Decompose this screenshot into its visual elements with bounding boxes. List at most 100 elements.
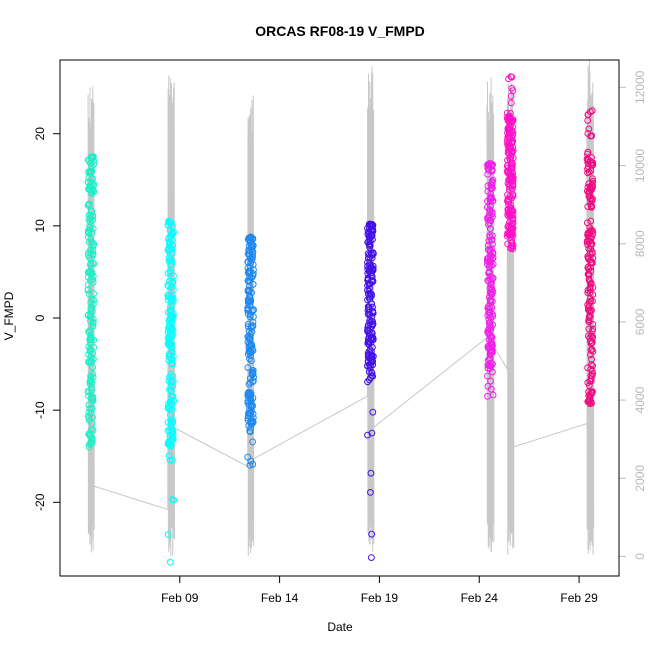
data-point <box>168 437 175 445</box>
data-point <box>587 245 595 253</box>
data-point <box>585 325 593 333</box>
data-point <box>508 239 516 247</box>
data-point <box>245 246 253 254</box>
x-tick-label: Feb 09 <box>161 591 199 605</box>
data-point <box>489 254 497 262</box>
data-point <box>245 343 253 351</box>
data-point <box>88 359 95 366</box>
data-point <box>164 296 172 304</box>
data-point <box>365 308 373 316</box>
data-point <box>488 275 496 282</box>
data-point <box>368 273 376 281</box>
data-point <box>248 255 256 263</box>
data-point <box>364 290 372 298</box>
data-point <box>486 365 494 373</box>
data-point <box>505 140 513 147</box>
data-point <box>169 279 176 287</box>
data-point <box>584 219 591 227</box>
data-point <box>166 246 174 253</box>
data-point <box>505 126 513 134</box>
data-point <box>86 218 94 226</box>
data-point <box>89 393 97 401</box>
secondary-tick-label: 0 <box>633 553 647 560</box>
data-point <box>505 75 512 83</box>
data-point <box>164 403 172 410</box>
data-point <box>247 298 255 305</box>
data-point <box>86 380 94 387</box>
data-point <box>589 159 597 167</box>
data-point <box>246 262 254 270</box>
data-point <box>365 233 373 240</box>
data-point <box>488 210 496 218</box>
data-point <box>489 312 497 320</box>
x-tick-label: Feb 24 <box>461 591 499 605</box>
data-point <box>505 196 513 204</box>
data-point <box>585 298 593 306</box>
data-point <box>486 354 494 362</box>
data-point <box>90 296 98 304</box>
data-point <box>368 348 375 356</box>
data-point <box>586 278 594 286</box>
data-point <box>164 328 172 336</box>
data-point <box>88 163 96 171</box>
data-point <box>484 329 492 336</box>
data-point <box>169 393 177 400</box>
data-point <box>484 204 491 211</box>
data-point <box>588 361 595 369</box>
data-point <box>484 254 492 262</box>
x-tick-label: Feb 19 <box>361 591 399 605</box>
data-point <box>484 170 492 178</box>
data-point <box>247 404 255 411</box>
data-point <box>487 297 495 305</box>
data-point <box>588 132 596 140</box>
x-tick-label: Feb 14 <box>261 591 299 605</box>
data-point <box>89 318 97 326</box>
data-point <box>589 227 596 235</box>
data-point <box>87 332 95 339</box>
data-point <box>484 246 492 254</box>
data-point <box>369 303 376 311</box>
data-point <box>366 243 374 251</box>
data-point <box>87 277 94 284</box>
data-point <box>487 181 495 189</box>
data-point <box>368 290 375 298</box>
data-point <box>88 239 96 246</box>
data-point <box>89 251 97 259</box>
data-point <box>489 321 497 329</box>
data-point <box>585 388 592 396</box>
data-point <box>247 418 254 426</box>
data-point <box>489 240 496 248</box>
data-point <box>368 355 376 363</box>
data-point <box>489 391 497 399</box>
data-point <box>86 441 93 448</box>
series-1 <box>84 153 98 451</box>
data-point <box>509 219 517 227</box>
data-point <box>505 201 513 209</box>
data-point <box>503 162 511 170</box>
data-point <box>169 433 176 441</box>
data-point <box>89 212 97 220</box>
data-point <box>488 193 495 201</box>
data-point <box>368 369 376 377</box>
data-point <box>88 153 96 161</box>
data-point <box>486 355 493 363</box>
data-point <box>90 182 97 190</box>
data-point <box>364 282 371 289</box>
data-point <box>167 417 175 425</box>
data-point <box>245 422 253 430</box>
data-points-layer <box>84 73 597 566</box>
data-point <box>166 239 174 247</box>
data-point <box>509 191 517 199</box>
data-point <box>588 334 596 342</box>
data-point <box>85 169 93 177</box>
data-point <box>586 195 594 203</box>
data-point <box>86 223 94 231</box>
data-point <box>505 112 513 120</box>
data-point <box>249 402 257 410</box>
data-point <box>164 341 172 348</box>
data-point <box>589 175 596 183</box>
data-point <box>506 209 514 217</box>
series-3 <box>244 233 258 469</box>
data-point <box>87 269 94 277</box>
data-point <box>487 385 495 393</box>
